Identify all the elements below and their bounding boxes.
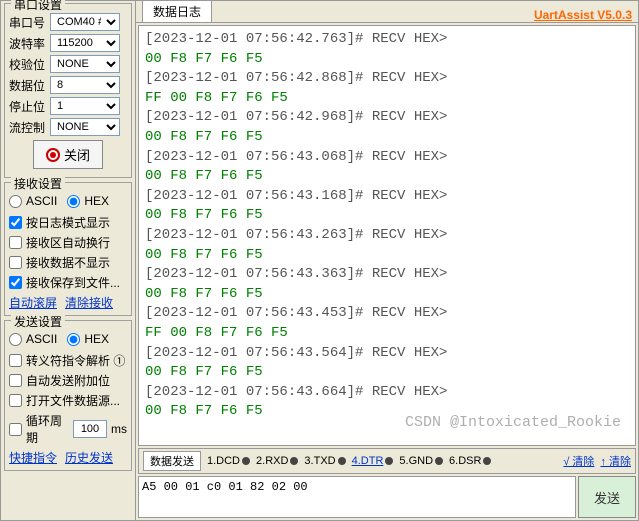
stopbits-label: 停止位: [9, 98, 47, 115]
databits-select[interactable]: 8: [50, 76, 120, 94]
autoscroll-link[interactable]: 自动滚屏: [9, 294, 57, 311]
serial-settings-group: 串口设置 串口号COM40 #US 波特率115200 校验位NONE 数据位8…: [4, 3, 132, 178]
send-settings-group: 发送设置 ASCII HEX 转义符指令解析 ① 自动发送附加位 打开文件数据源…: [4, 320, 132, 471]
log-data: 00 F8 F7 F6 F5: [145, 285, 629, 305]
log-timestamp: [2023-12-01 07:56:43.453]# RECV HEX>: [145, 304, 629, 324]
recv-settings-group: 接收设置 ASCII HEX 按日志模式显示 接收区自动换行 接收数据不显示 接…: [4, 182, 132, 316]
recv-title: 接收设置: [11, 175, 65, 192]
record-icon: [46, 148, 60, 162]
log-data: 00 F8 F7 F6 F5: [145, 206, 629, 226]
cycle-input[interactable]: [73, 420, 107, 438]
recv-autowrap-check[interactable]: [9, 236, 22, 249]
history-link[interactable]: 历史发送: [65, 449, 113, 466]
send-input[interactable]: [138, 476, 576, 518]
log-data: 00 F8 F7 F6 F5: [145, 246, 629, 266]
send-hex-radio[interactable]: [67, 333, 80, 346]
log-timestamp: [2023-12-01 07:56:43.564]# RECV HEX>: [145, 344, 629, 364]
send-openfile-check[interactable]: [9, 394, 22, 407]
tab-header: 数据日志 UartAssist V5.0.3: [136, 1, 638, 23]
send-autoappend-check[interactable]: [9, 374, 22, 387]
log-data: 00 F8 F7 F6 F5: [145, 363, 629, 383]
recv-hex-radio[interactable]: [67, 195, 80, 208]
shortcut-link[interactable]: 快捷指令: [9, 449, 57, 466]
dsr-dot-icon: [483, 457, 491, 465]
log-timestamp: [2023-12-01 07:56:43.168]# RECV HEX>: [145, 187, 629, 207]
send-button[interactable]: 发送: [578, 476, 636, 518]
log-data: FF 00 F8 F7 F6 F5: [145, 324, 629, 344]
parity-label: 校验位: [9, 56, 47, 73]
send-row: 发送: [138, 476, 636, 518]
port-label: 串口号: [9, 14, 47, 31]
brand-label[interactable]: UartAssist V5.0.3: [534, 8, 632, 22]
log-data: 00 F8 F7 F6 F5: [145, 128, 629, 148]
log-timestamp: [2023-12-01 07:56:43.363]# RECV HEX>: [145, 265, 629, 285]
serial-title: 串口设置: [11, 0, 65, 13]
recv-hidedata-check[interactable]: [9, 256, 22, 269]
send-ascii-radio[interactable]: [9, 333, 22, 346]
log-data: 00 F8 F7 F6 F5: [145, 402, 629, 422]
log-timestamp: [2023-12-01 07:56:43.068]# RECV HEX>: [145, 148, 629, 168]
send-title: 发送设置: [11, 313, 65, 330]
flow-label: 流控制: [9, 119, 47, 136]
log-data: 00 F8 F7 F6 F5: [145, 50, 629, 70]
toolbar-clear-link[interactable]: √ 清除: [563, 453, 594, 469]
log-timestamp: [2023-12-01 07:56:43.263]# RECV HEX>: [145, 226, 629, 246]
baud-select[interactable]: 115200: [50, 34, 120, 52]
log-timestamp: [2023-12-01 07:56:42.868]# RECV HEX>: [145, 69, 629, 89]
stopbits-select[interactable]: 1: [50, 97, 120, 115]
left-panel: 串口设置 串口号COM40 #US 波特率115200 校验位NONE 数据位8…: [1, 1, 136, 520]
recv-savefile-check[interactable]: [9, 276, 22, 289]
databits-label: 数据位: [9, 77, 47, 94]
log-area[interactable]: [2023-12-01 07:56:42.763]# RECV HEX>00 F…: [138, 25, 636, 446]
flow-select[interactable]: NONE: [50, 118, 120, 136]
gnd-dot-icon: [435, 457, 443, 465]
log-timestamp: [2023-12-01 07:56:42.968]# RECV HEX>: [145, 108, 629, 128]
clear-recv-link[interactable]: 清除接收: [65, 294, 113, 311]
log-data: FF 00 F8 F7 F6 F5: [145, 89, 629, 109]
rxd-dot-icon: [290, 457, 298, 465]
send-toolbar: 数据发送 1.DCD 2.RXD 3.TXD 4.DTR 5.GND 6.DSR…: [138, 448, 636, 474]
recv-ascii-radio[interactable]: [9, 195, 22, 208]
log-timestamp: [2023-12-01 07:56:43.664]# RECV HEX>: [145, 383, 629, 403]
send-tab[interactable]: 数据发送: [143, 451, 201, 471]
dcd-dot-icon: [242, 457, 250, 465]
dtr-dot-icon: [385, 457, 393, 465]
dtr-link[interactable]: 4.DTR: [352, 455, 384, 467]
toolbar-reset-link[interactable]: ↑ 清除: [600, 453, 631, 469]
log-data: 00 F8 F7 F6 F5: [145, 167, 629, 187]
log-timestamp: [2023-12-01 07:56:42.763]# RECV HEX>: [145, 30, 629, 50]
txd-dot-icon: [338, 457, 346, 465]
port-select[interactable]: COM40 #US: [50, 13, 120, 31]
parity-select[interactable]: NONE: [50, 55, 120, 73]
recv-logmode-check[interactable]: [9, 216, 22, 229]
send-escape-check[interactable]: [9, 354, 22, 367]
right-panel: 数据日志 UartAssist V5.0.3 [2023-12-01 07:56…: [136, 1, 638, 520]
app-window: 串口设置 串口号COM40 #US 波特率115200 校验位NONE 数据位8…: [0, 0, 639, 521]
send-cycle-check[interactable]: [9, 423, 22, 436]
baud-label: 波特率: [9, 35, 47, 52]
tab-log[interactable]: 数据日志: [142, 0, 212, 22]
close-button[interactable]: 关闭: [33, 140, 103, 169]
